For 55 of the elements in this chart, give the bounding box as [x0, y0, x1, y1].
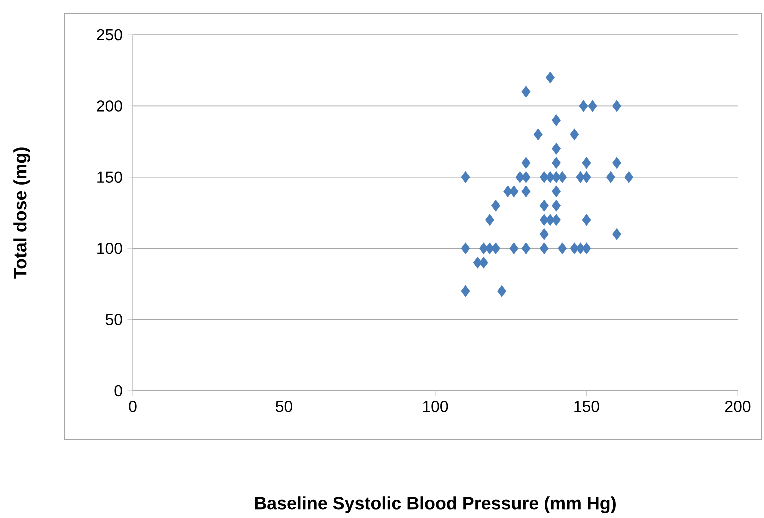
y-tick-label: 50: [106, 314, 122, 326]
point: [461, 286, 470, 298]
point: [522, 186, 531, 198]
point: [479, 257, 488, 269]
point: [582, 214, 592, 226]
point: [552, 186, 561, 198]
point: [522, 86, 531, 98]
point: [510, 242, 519, 255]
point: [606, 172, 616, 184]
point: [546, 214, 555, 226]
x-tick-label: 200: [725, 401, 751, 412]
point: [552, 214, 561, 226]
point: [540, 242, 549, 255]
x-tick-label: 150: [574, 401, 600, 412]
point: [498, 286, 506, 298]
point: [510, 186, 519, 198]
point: [552, 157, 561, 170]
x-tick-label: 100: [423, 401, 448, 412]
point: [534, 128, 543, 141]
point: [492, 200, 500, 212]
point: [579, 100, 588, 112]
y-tick-label: 250: [97, 29, 122, 41]
point: [582, 172, 592, 184]
point: [486, 214, 494, 226]
point: [582, 157, 592, 170]
point: [461, 242, 470, 255]
point: [552, 143, 561, 155]
point: [552, 200, 561, 212]
point: [461, 172, 470, 184]
point: [492, 242, 500, 255]
y-tick-label: 150: [98, 172, 122, 184]
point: [570, 128, 580, 141]
point: [552, 114, 561, 126]
point: [558, 172, 567, 184]
point: [546, 72, 555, 84]
y-axis-title: Total dose (mg): [14, 148, 30, 279]
point: [522, 242, 531, 255]
point: [522, 157, 531, 170]
x-axis-title: Baseline Systolic Blood Pressure (mm Hg): [255, 496, 616, 514]
x-tick-label: 50: [276, 401, 292, 412]
point: [612, 100, 622, 112]
point: [540, 200, 549, 212]
y-tick-label: 100: [98, 243, 122, 254]
point: [588, 100, 598, 112]
point: [558, 242, 567, 255]
x-tick-label: 0: [129, 401, 137, 412]
point: [540, 228, 549, 240]
point: [612, 228, 622, 240]
point: [486, 242, 494, 255]
point: [624, 172, 634, 184]
point: [612, 157, 622, 170]
point: [522, 172, 531, 184]
y-tick-label: 200: [97, 100, 122, 112]
y-tick-label: 0: [114, 385, 122, 397]
point: [582, 242, 592, 255]
